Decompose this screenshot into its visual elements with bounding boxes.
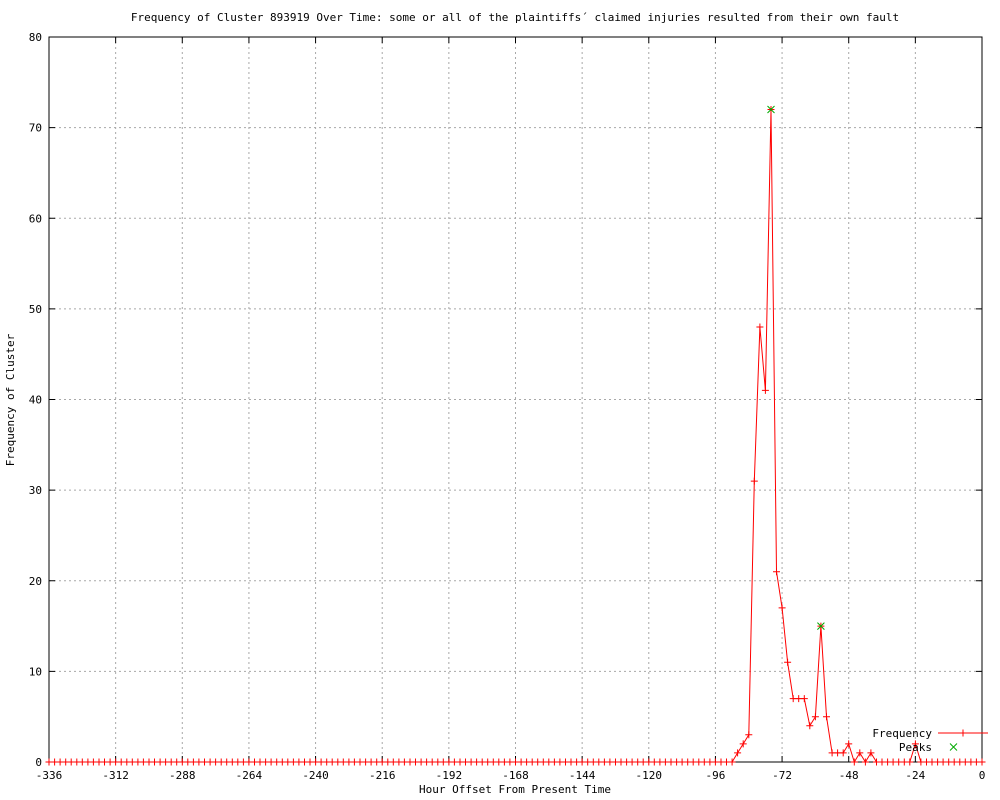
- x-axis-label: Hour Offset From Present Time: [419, 783, 611, 796]
- x-tick-label: -192: [436, 769, 463, 782]
- y-tick-label: 40: [29, 394, 42, 407]
- y-tick-label: 30: [29, 484, 42, 497]
- x-tick-label: 0: [979, 769, 986, 782]
- grid-lines: [48, 36, 983, 763]
- x-tick-label: -168: [502, 769, 529, 782]
- y-tick-label: 10: [29, 665, 42, 678]
- x-tick-label: -120: [636, 769, 663, 782]
- y-tick-label: 60: [29, 212, 42, 225]
- x-tick-label: -288: [169, 769, 196, 782]
- legend-label-peaks: Peaks: [899, 741, 932, 754]
- x-tick-label: -72: [772, 769, 792, 782]
- y-tick-label: 20: [29, 575, 42, 588]
- x-tick-label: -216: [369, 769, 396, 782]
- y-tick-label: 50: [29, 303, 42, 316]
- y-tick-label: 0: [35, 756, 42, 769]
- x-tick-label: -264: [236, 769, 263, 782]
- data-series: [45, 105, 986, 766]
- peaks-cross-markers: [767, 105, 825, 630]
- x-tick-label: -144: [569, 769, 596, 782]
- x-tick-label: -312: [102, 769, 129, 782]
- y-axis-label: Frequency of Cluster: [4, 333, 17, 466]
- x-tick-label: -240: [302, 769, 329, 782]
- legend-label-frequency: Frequency: [872, 727, 932, 740]
- y-tick-label: 70: [29, 122, 42, 135]
- x-tick-label: -336: [36, 769, 63, 782]
- x-tick-label: -96: [705, 769, 725, 782]
- x-tick-label: -24: [905, 769, 925, 782]
- axis-tick-labels: -336 -312 -288 -264 -240 -216 -192 -168 -144 -120…: [29, 31, 986, 782]
- frequency-point-markers: [45, 106, 986, 766]
- legend-peaks-cross-sample: [949, 743, 958, 751]
- y-tick-label: 80: [29, 31, 42, 44]
- chart-title: Frequency of Cluster 893919 Over Time: s…: [131, 11, 899, 24]
- x-tick-label: -48: [839, 769, 859, 782]
- legend-frequency-line-plus-sample: [938, 729, 988, 737]
- legend: Frequency Peaks: [872, 727, 988, 754]
